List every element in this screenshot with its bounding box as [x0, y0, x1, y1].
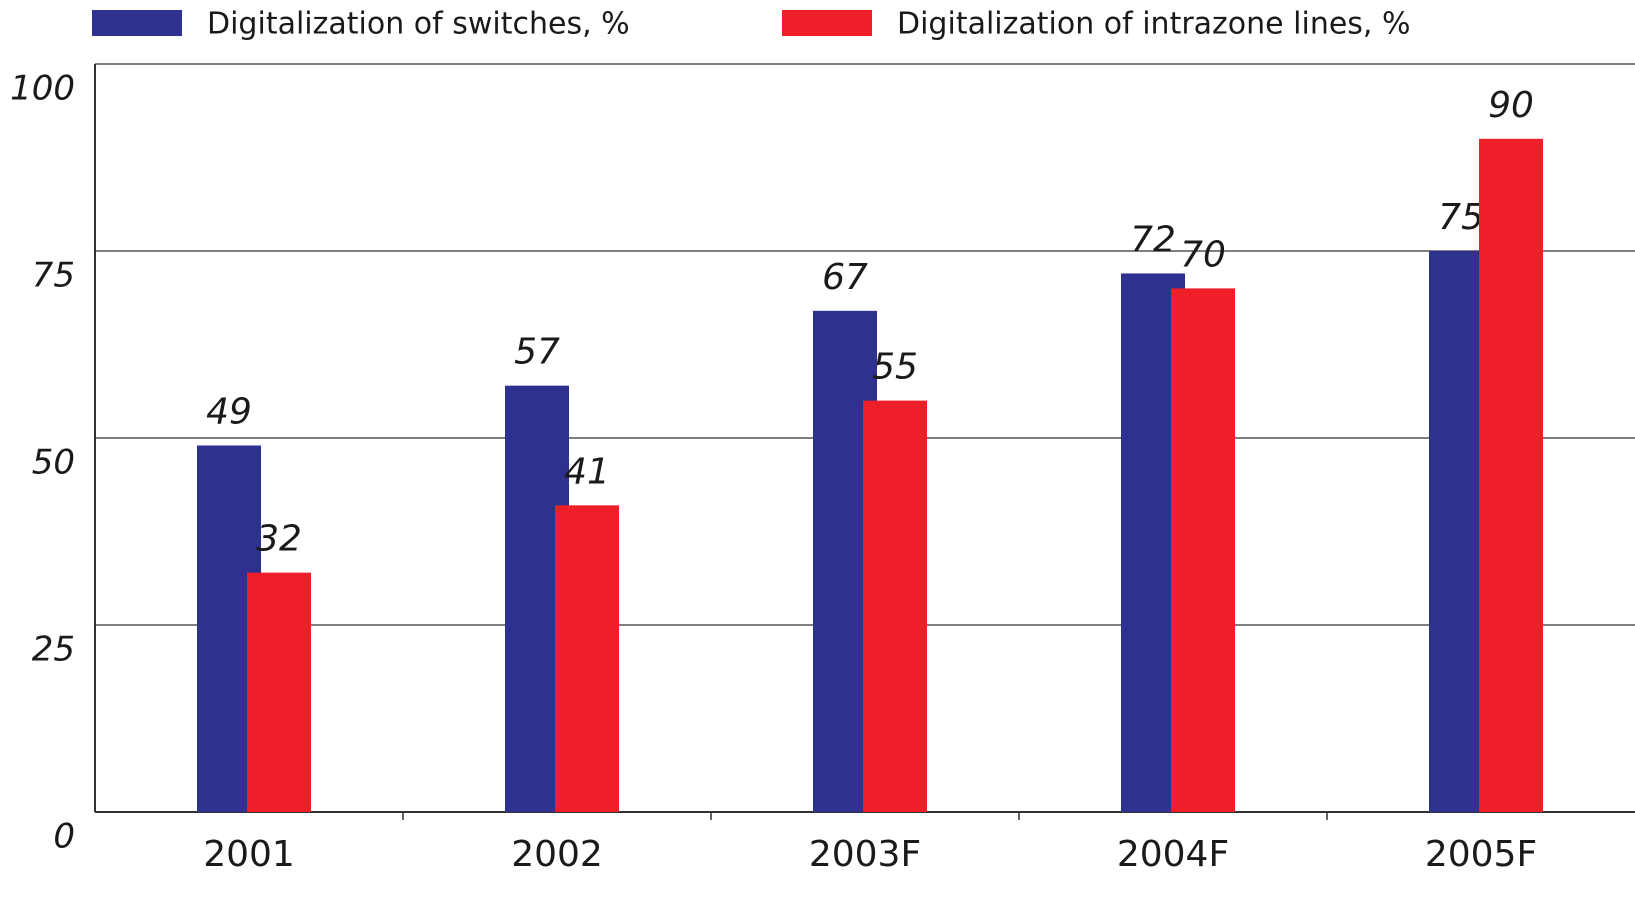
value-label: 41: [564, 451, 610, 492]
value-label: 67: [822, 257, 868, 298]
y-tick-label: 0: [53, 817, 75, 857]
bar: [1479, 138, 1543, 813]
x-tick-label: 2002: [511, 834, 603, 875]
legend-swatch: [92, 10, 182, 36]
value-label: 49: [206, 391, 252, 432]
bar: [555, 505, 619, 812]
value-label: 75: [1438, 197, 1484, 238]
value-label: 55: [872, 347, 918, 388]
legend-swatch: [782, 10, 872, 36]
y-tick-label: 100: [10, 69, 75, 109]
bar: [1171, 288, 1235, 812]
y-tick-label: 50: [32, 443, 75, 483]
x-tick-label: 2004F: [1117, 834, 1229, 875]
value-label: 70: [1180, 234, 1226, 275]
x-tick-label: 2001: [203, 834, 295, 875]
legend-label: Digitalization of intrazone lines, %: [897, 7, 1411, 42]
x-tick-label: 2005F: [1425, 834, 1537, 875]
y-tick-label: 25: [32, 630, 75, 670]
value-label: 72: [1130, 219, 1176, 260]
bar: [863, 400, 927, 812]
x-tick-label: 2003F: [809, 834, 921, 875]
bar: [247, 572, 311, 812]
value-label: 57: [514, 332, 560, 373]
legend-label: Digitalization of switches, %: [207, 7, 630, 42]
y-tick-label: 75: [32, 256, 75, 296]
value-label: 90: [1488, 85, 1534, 126]
value-label: 32: [256, 519, 302, 560]
